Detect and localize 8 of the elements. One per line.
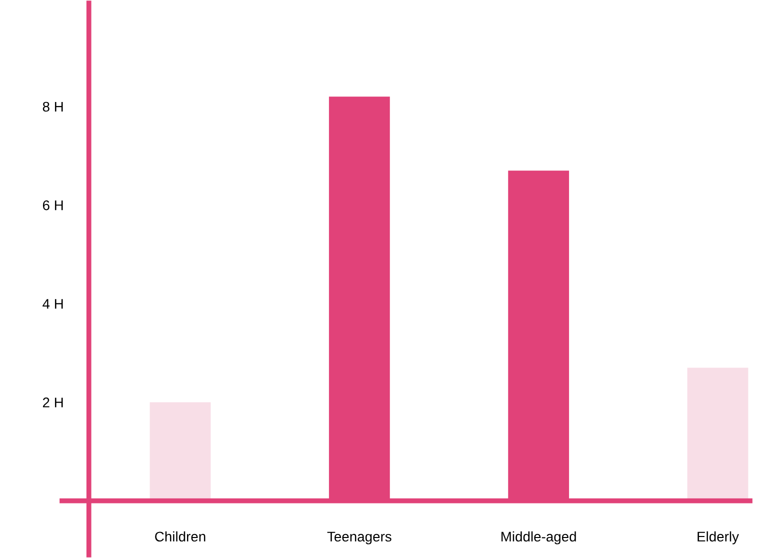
- y-tick-label: 6 H: [42, 200, 63, 210]
- x-tick-label: Middle-aged: [502, 531, 576, 544]
- y-tick-label: 4 H: [42, 299, 63, 309]
- y-tick-label: 8 H: [42, 102, 63, 112]
- x-tick-label: Teenagers: [327, 532, 392, 544]
- y-tick-label: 2 H: [42, 398, 63, 408]
- x-tick-label: Elderly: [698, 531, 739, 544]
- x-tick-label: Children: [155, 531, 206, 542]
